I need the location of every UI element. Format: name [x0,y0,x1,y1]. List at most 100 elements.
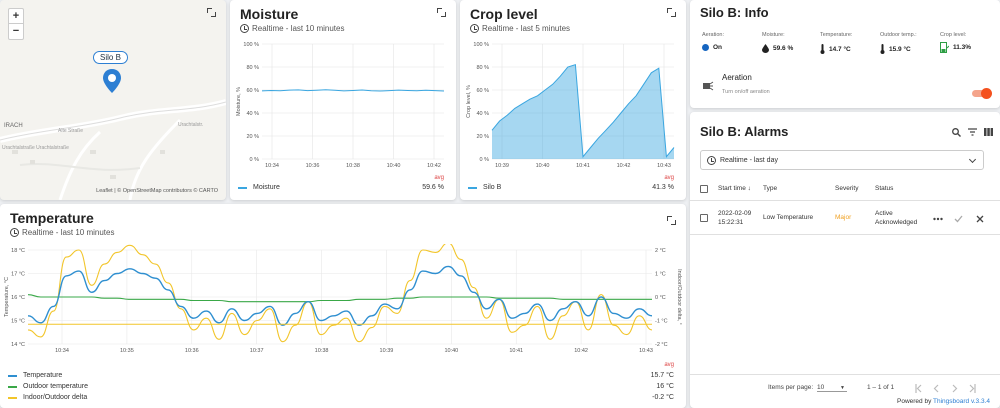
y-tick-label: 20 % [476,134,489,140]
x-tick-label: 10:34 [55,348,69,354]
temperature-label: Temperature: [820,32,853,38]
x-tick-label: 10:41 [576,163,590,169]
column-header-status[interactable]: Status [875,185,894,192]
legend-avg-value: 15.7 °C [650,372,674,379]
x-tick-label: 10:37 [250,348,264,354]
time-filter-select[interactable]: Realtime - last day [700,150,984,170]
thermometer-icon [820,44,825,54]
avg-value: 59.6 % [422,184,444,191]
chevron-down-icon [968,155,977,164]
x-tick-label: 10:40 [444,348,458,354]
items-per-page-select[interactable]: 10 ▼ [817,384,847,392]
more-icon[interactable] [933,217,943,221]
x-tick-label: 10:41 [509,348,523,354]
x-tick-label: 10:35 [120,348,134,354]
series-line-indoor-outdoor-delta [27,244,653,343]
widget-title: Moisture [240,6,299,22]
moisture-widget: Moisture Realtime - last 10 minutes Mois… [230,0,456,200]
filter-icon[interactable] [968,128,977,136]
clear-alarm-icon[interactable] [976,215,984,223]
zoom-out-button[interactable]: − [12,25,20,37]
legend-label: Temperature [23,372,63,379]
map-widget[interactable]: Alte Straße Urachtalstraße Urachtalstraß… [0,0,226,200]
column-header-type[interactable]: Type [763,185,778,192]
crop-level-label: Crop level: [940,32,967,38]
legend-item: Temperature [8,372,62,379]
drop-icon [762,44,769,53]
outdoor-temp-label: Outdoor temp.: [880,32,917,38]
fullscreen-icon[interactable] [207,8,216,17]
legend-avg-value: -0.2 °C [652,394,674,401]
clock-icon [707,155,716,165]
outdoor-temp-value-text: 15.9 °C [889,45,911,53]
aeration-value-text: On [713,44,723,51]
moisture-label: Moisture: [762,32,785,38]
place-label: IRACH [4,123,23,129]
temperature-chart: Temperature, °C Indoor/Outdoor delta, ° 18… [4,244,682,354]
silo-info-widget: Silo B: Info Aeration: Moisture: Tempera… [690,0,1000,108]
clock-icon [10,228,19,237]
y-tick-label: 18 °C [11,248,25,254]
y2-tick-label: -1 °C [655,319,668,325]
legend-item: Moisture [238,184,280,191]
series-area [492,64,674,159]
moisture-value-text: 59.6 % [773,45,794,52]
widget-title: Crop level [470,6,538,22]
moisture-chart: Moisture, % 100 % 80 % 60 % 40 % 20 % 0 % 10:34… [236,42,445,169]
select-all-checkbox[interactable] [700,185,708,193]
aeration-toggle[interactable] [972,88,992,99]
series-line-temperature [27,265,653,326]
thingsboard-link[interactable]: Thingsboard v.3.3.4 [933,398,990,405]
aeration-value: On [702,44,722,51]
alarms-widget: Silo B: Alarms Realtime - last day Start… [690,112,1000,408]
pagination-controls [915,384,976,393]
x-tick-label: 10:42 [574,348,588,354]
x-tick-label: 10:39 [495,163,509,169]
search-icon[interactable] [952,128,961,137]
acknowledge-check-icon[interactable] [954,215,963,223]
widget-title: Silo B: Info [700,5,769,20]
subtitle-text: Realtime - last 5 minutes [482,24,571,33]
y-tick-label: 100 % [243,42,259,48]
legend-label: Outdoor temperature [23,383,88,390]
row-checkbox[interactable] [700,214,708,222]
y-tick-label: 14 °C [11,342,25,348]
y2-tick-label: -2 °C [655,342,668,348]
y-tick-label: 0 % [480,157,490,163]
fullscreen-icon[interactable] [667,216,676,225]
aeration-label: Aeration: [702,32,725,38]
y-tick-label: 80 % [476,65,489,71]
map-marker-icon[interactable] [102,68,122,94]
widget-subtitle: Realtime - last 10 minutes [240,24,344,33]
svg-text:Urachtalstraße Urachtalstraße: Urachtalstraße Urachtalstraße [2,145,69,151]
columns-icon[interactable] [984,128,993,136]
svg-text:Alte Straße: Alte Straße [58,128,83,134]
y-tick-label: 0 % [250,157,260,163]
legend-label: Moisture [253,184,280,191]
legend-swatch [8,396,17,399]
crop-level-value-text: 11.3% [953,44,972,51]
avg-header: avg [434,175,444,181]
svg-text:Urachtalstr.: Urachtalstr. [178,122,203,128]
zoom-control: + − [8,8,24,40]
aeration-title: Aeration [722,73,752,82]
crop-level-chart: Crop level, % 100 % 80 % 60 % 40 % 20 % 0 % 10:… [466,42,675,169]
zoom-in-button[interactable]: + [9,9,23,24]
fullscreen-icon[interactable] [667,8,676,17]
avg-value: 41.3 % [652,184,674,191]
thermometer-icon [880,44,885,54]
x-tick-label: 10:38 [315,348,329,354]
fullscreen-icon[interactable] [437,8,446,17]
y2-tick-label: 0 °C [655,295,666,301]
x-tick-label: 10:40 [387,163,401,169]
column-header-start-time[interactable]: Start time ↓ [718,185,751,192]
widget-subtitle: Realtime - last 10 minutes [10,228,114,237]
legend-swatch [238,186,247,189]
items-per-page-value: 10 [817,384,825,391]
aeration-desc: Turn on/off aeration [722,89,770,95]
y-tick-label: 17 °C [11,272,25,278]
x-tick-label: 10:43 [657,163,671,169]
x-tick-label: 10:39 [380,348,394,354]
marker-label[interactable]: Silo B [93,51,128,64]
column-header-severity[interactable]: Severity [835,185,859,192]
